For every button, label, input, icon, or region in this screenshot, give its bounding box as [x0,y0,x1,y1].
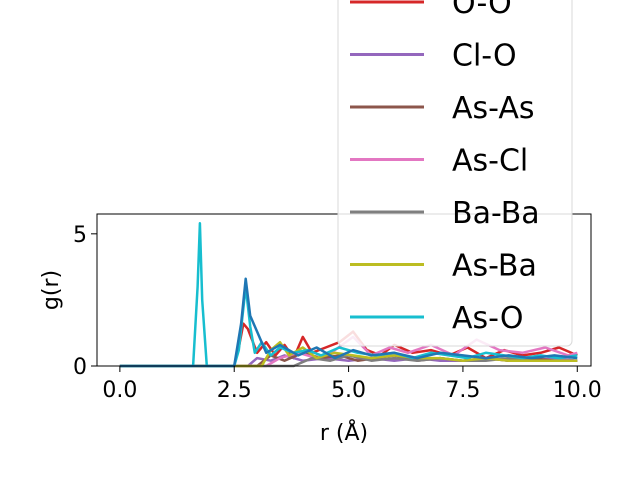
legend-label: As-As [452,91,534,126]
series-line-as-ba [119,340,578,368]
y-tick-label: 5 [73,223,87,248]
series-layer [119,222,578,368]
x-tick-label: 5.0 [331,378,366,403]
legend-label: As-Cl [452,144,528,179]
legend-label: Cl-O [452,39,517,74]
y-tick-label: 0 [73,355,87,380]
legend-label: As-Ba [452,249,537,284]
y-axis-ticks: 05 [73,223,97,380]
legend-frame [337,0,573,347]
x-axis-label: r (Å) [320,419,368,446]
legend-label: O-O [452,0,512,21]
x-axis-ticks: 0.0 2.5 5.0 7.5 10.0 [102,366,602,403]
legend-label: Ba-Ba [452,196,540,231]
series-line-unnamed-7 [119,277,578,368]
legend-label: As-O [452,301,523,336]
legend-entries: O-O Cl-O As-As As-Cl Ba-Ba As-Ba As-O [350,0,540,336]
x-tick-label: 2.5 [217,378,252,403]
y-axis-label: g(r) [39,270,64,310]
x-tick-label: 7.5 [445,378,480,403]
x-tick-label: 10.0 [553,378,602,403]
legend: O-O Cl-O As-As As-Cl Ba-Ba As-Ba As-O [337,0,573,347]
x-tick-label: 0.0 [102,378,137,403]
